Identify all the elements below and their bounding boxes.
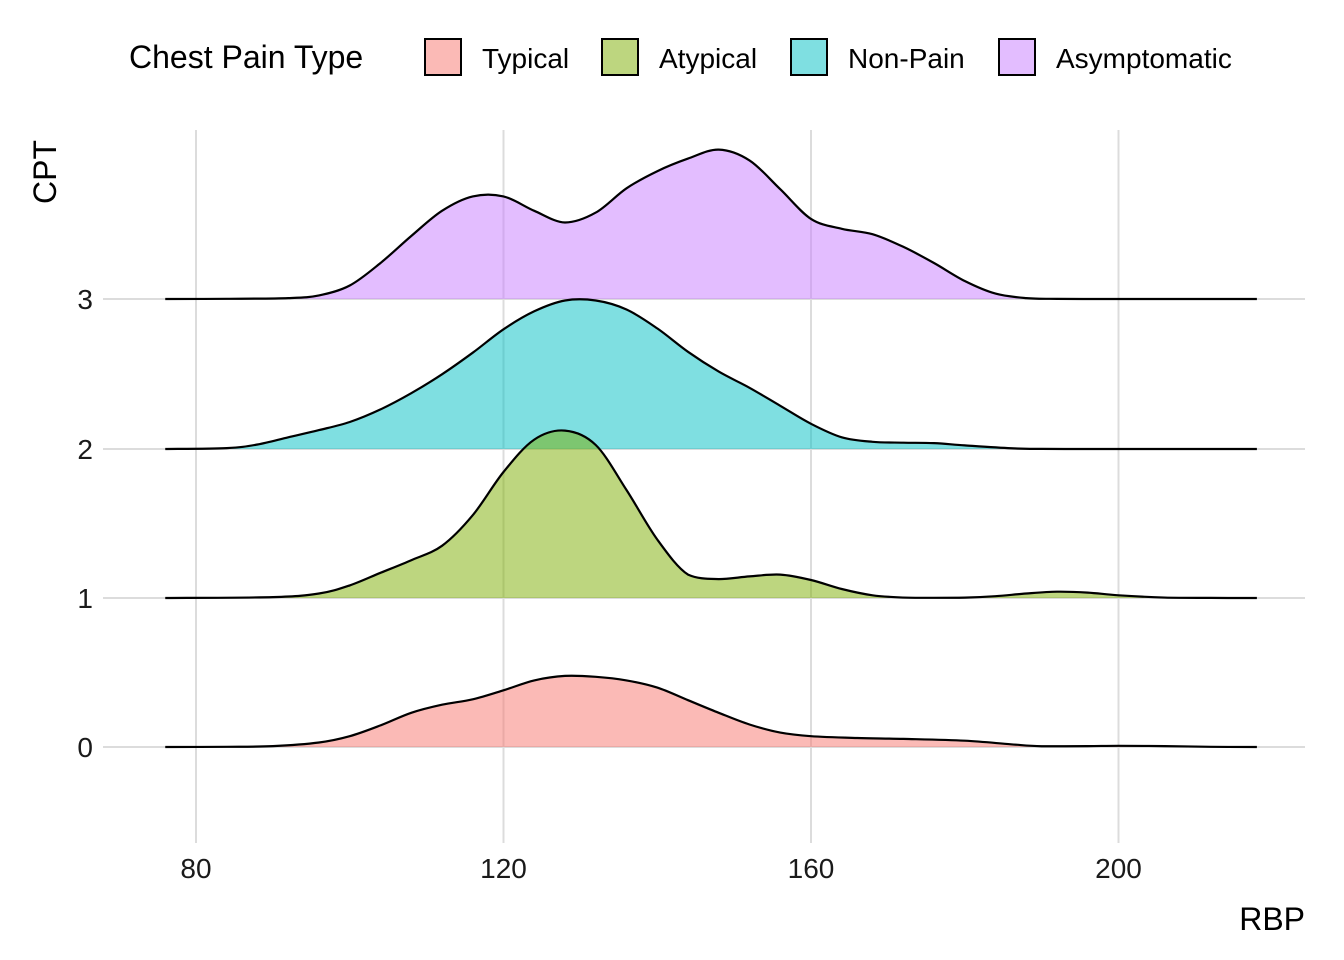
legend: Chest Pain Type Typical Atypical Non-Pain A… xyxy=(129,38,1232,76)
legend-key xyxy=(998,38,1036,76)
x-tick-label: 200 xyxy=(1095,853,1142,884)
legend-label: Typical xyxy=(482,43,569,74)
legend-item-atypical: Atypical xyxy=(601,38,757,76)
ridge-layer xyxy=(165,148,1257,749)
y-tick-label: 2 xyxy=(77,434,93,465)
y-tick-label: 0 xyxy=(77,732,93,763)
x-tick-label: 120 xyxy=(480,853,527,884)
ridge-line-asymptomatic xyxy=(165,148,1257,301)
ridge-area-typical xyxy=(165,675,1257,747)
legend-key xyxy=(424,38,462,76)
legend-key xyxy=(790,38,828,76)
ridge-line-non-pain xyxy=(165,298,1257,451)
axis-layer: 80 120 160 200 0 1 2 3 xyxy=(77,284,1141,884)
legend-item-asymptomatic: Asymptomatic xyxy=(998,38,1232,76)
legend-title: Chest Pain Type xyxy=(129,39,363,75)
x-tick-label: 80 xyxy=(180,853,211,884)
legend-label: Atypical xyxy=(659,43,757,74)
ridge-area-asymptomatic xyxy=(165,149,1257,299)
legend-label: Non-Pain xyxy=(848,43,965,74)
ridge-area-non-pain xyxy=(165,299,1257,449)
legend-item-typical: Typical xyxy=(424,38,569,76)
y-tick-label: 1 xyxy=(77,583,93,614)
legend-key xyxy=(601,38,639,76)
y-tick-label: 3 xyxy=(77,284,93,315)
x-tick-label: 160 xyxy=(788,853,835,884)
legend-item-non-pain: Non-Pain xyxy=(790,38,965,76)
legend-label: Asymptomatic xyxy=(1056,43,1232,74)
x-axis-title: RBP xyxy=(1239,901,1305,937)
y-axis-title: CPT xyxy=(27,140,63,204)
ridge-line-typical xyxy=(165,674,1257,749)
ridge-area-atypical xyxy=(165,430,1257,598)
ridge-line-atypical xyxy=(165,429,1257,600)
